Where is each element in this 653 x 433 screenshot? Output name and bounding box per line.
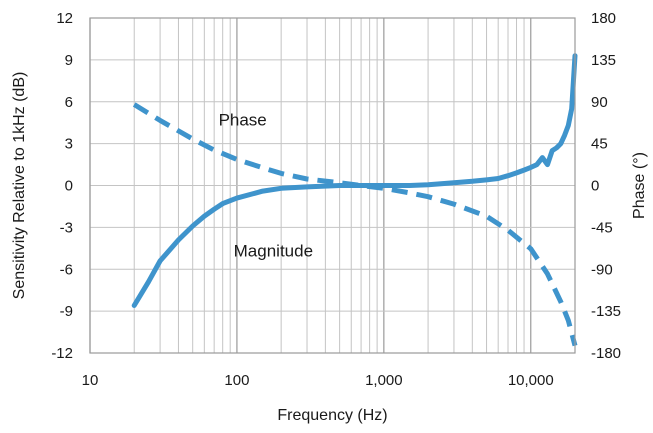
- y-tick-label: -6: [60, 261, 73, 278]
- y-tick-label: 3: [65, 136, 73, 153]
- x-axis-title: Frequency (Hz): [277, 407, 387, 424]
- y2-axis-title: Phase (°): [631, 152, 648, 219]
- y2-tick-label: 135: [591, 52, 616, 69]
- series-line-magnitude: [131, 53, 578, 308]
- y-tick-label: 6: [65, 94, 73, 111]
- y2-tick-label: 180: [591, 10, 616, 27]
- annotation-magnitude: Magnitude: [234, 242, 313, 261]
- y2-tick-label: 0: [591, 178, 599, 195]
- y-tick-label: 9: [65, 52, 73, 69]
- y-tick-label: -12: [51, 345, 73, 362]
- x-tick-label: 100: [224, 372, 249, 389]
- x-tick-label: 10,000: [508, 372, 554, 389]
- plot-frame: [89, 17, 576, 354]
- annotation-phase: Phase: [219, 110, 267, 129]
- x-tick-label: 10: [82, 372, 99, 389]
- series-line-phase: [132, 102, 578, 347]
- y2-tick-label: -135: [591, 303, 621, 320]
- y-tick-label: -3: [60, 219, 73, 236]
- y-tick-label: -9: [60, 303, 73, 320]
- y2-tick-label: 90: [591, 94, 608, 111]
- axes: 12 9 6 3 0 -3 -6 -9 -12 180 135 90 45 0 -45 -90 -135 -180…: [51, 10, 621, 389]
- series-layer: Phase Magnitude: [131, 53, 578, 347]
- y-axis-title: Sensitivity Relative to 1kHz (dB): [11, 72, 28, 300]
- labels: Frequency (Hz) Sensitivity Relative to 1…: [11, 72, 648, 424]
- y2-tick-label: -45: [591, 219, 613, 236]
- y-tick-label: 12: [56, 10, 73, 27]
- y2-tick-label: 45: [591, 136, 608, 153]
- y-tick-label: 0: [65, 178, 73, 195]
- y2-tick-label: -180: [591, 345, 621, 362]
- y2-tick-label: -90: [591, 261, 613, 278]
- x-tick-label: 1,000: [365, 372, 403, 389]
